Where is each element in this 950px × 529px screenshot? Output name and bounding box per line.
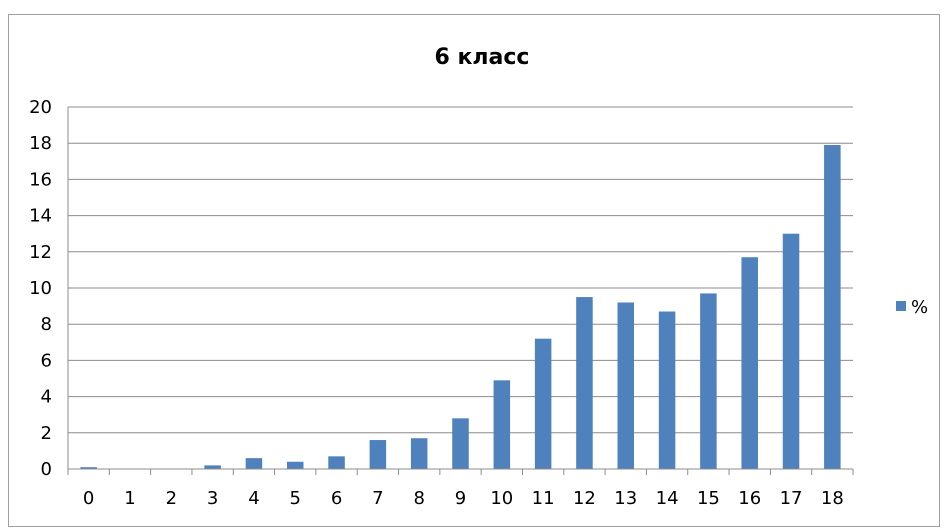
- bar: [410, 438, 428, 469]
- y-tick-label: 0: [41, 459, 52, 480]
- y-tick-label: 12: [29, 242, 52, 263]
- bar: [80, 467, 97, 469]
- x-tick-label: 11: [532, 488, 555, 509]
- y-tick-label: 2: [41, 423, 52, 444]
- bar: [328, 456, 345, 469]
- y-tick-label: 6: [41, 350, 52, 371]
- legend-swatch: [896, 301, 906, 311]
- x-tick-label: 17: [780, 488, 803, 509]
- x-tick-label: 2: [166, 488, 177, 509]
- x-tick-label: 5: [290, 488, 301, 509]
- x-tick-label: 18: [821, 488, 844, 509]
- y-tick-label: 8: [41, 314, 52, 335]
- bar: [700, 293, 717, 469]
- bars: [80, 145, 841, 469]
- y-axis-tick-labels: 0 2 4 6 8 10 12 14 16 18 20: [29, 97, 52, 480]
- bar: [617, 302, 635, 469]
- chart-title: 6 класс: [435, 45, 530, 70]
- bar: [245, 458, 263, 469]
- x-tick-label: 14: [656, 488, 679, 509]
- y-tick-label: 18: [29, 133, 52, 154]
- x-tick-label: 7: [372, 488, 383, 509]
- x-tick-label: 0: [83, 488, 94, 509]
- y-tick-label: 10: [29, 278, 52, 299]
- bar: [576, 297, 593, 469]
- x-tick-label: 15: [697, 488, 720, 509]
- x-axis: [67, 107, 854, 475]
- gridlines: [68, 106, 853, 470]
- bar: [493, 380, 511, 469]
- bar: [658, 311, 676, 469]
- x-tick-label: 8: [413, 488, 424, 509]
- x-tick-label: 1: [124, 488, 135, 509]
- bar: [741, 257, 758, 469]
- bar: [369, 440, 387, 469]
- x-tick-label: 3: [207, 488, 218, 509]
- x-tick-label: 10: [490, 488, 513, 509]
- bar: [452, 418, 469, 469]
- bar: [534, 338, 552, 469]
- legend: %: [896, 297, 928, 318]
- x-tick-label: 9: [455, 488, 466, 509]
- x-tick-label: 13: [614, 488, 637, 509]
- x-tick-label: 6: [331, 488, 342, 509]
- y-tick-label: 14: [29, 206, 52, 227]
- x-tick-label: 4: [248, 488, 259, 509]
- legend-label: %: [911, 297, 928, 318]
- y-tick-label: 16: [29, 169, 52, 190]
- bar: [204, 465, 221, 469]
- bar: [824, 145, 841, 469]
- y-tick-label: 20: [29, 97, 52, 118]
- bar: [782, 233, 800, 469]
- x-tick-label: 12: [573, 488, 596, 509]
- bar: [286, 461, 304, 469]
- y-tick-label: 4: [41, 387, 52, 408]
- x-tick-label: 16: [738, 488, 761, 509]
- x-axis-tick-labels: 0 1 2 3 4 5 6 7 8 9 10 11 12 13 14 15 16 17 18: [83, 488, 844, 509]
